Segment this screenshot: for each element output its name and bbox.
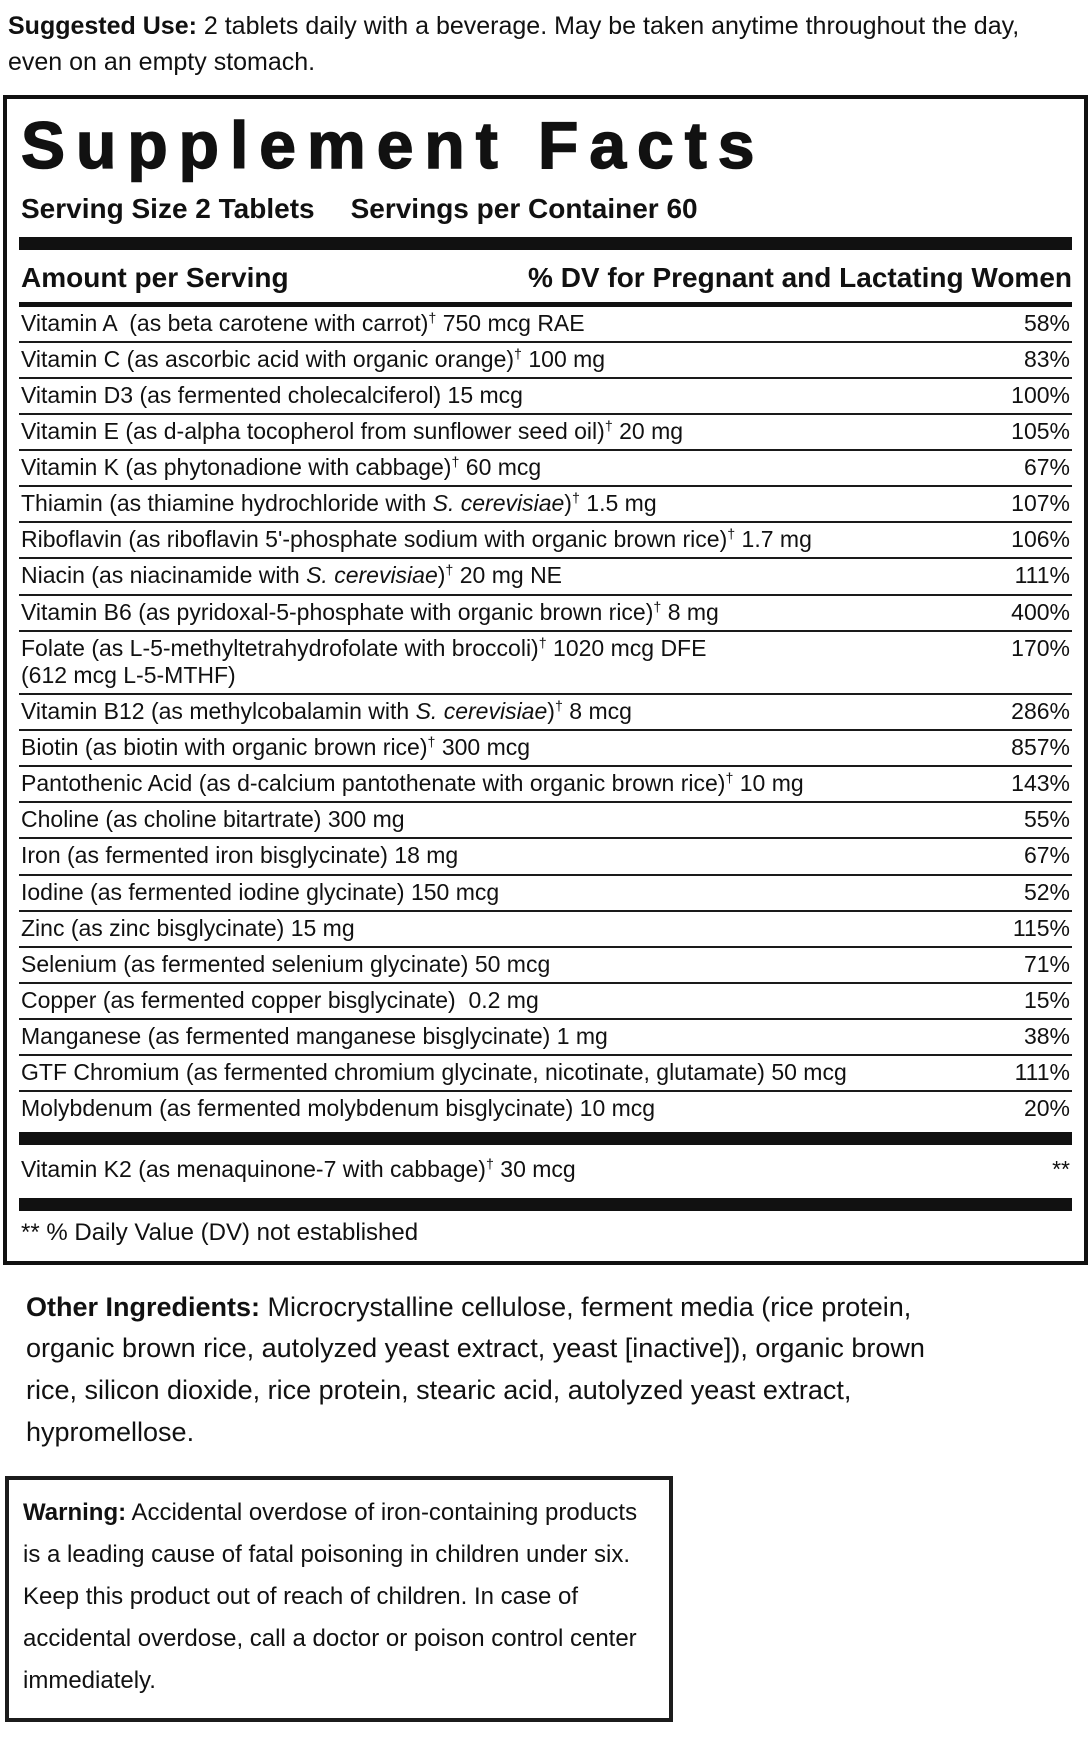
other-ingredients-label: Other Ingredients: [26, 1291, 261, 1322]
nutrient-dv: 111% [1014, 562, 1070, 589]
serving-size: Serving Size 2 Tablets [21, 192, 315, 224]
percent-dv-header: % DV for Pregnant and Lactating Women [528, 261, 1072, 293]
nutrient-dv: 100% [1011, 381, 1070, 408]
nutrient-dv: 67% [1023, 454, 1070, 480]
no-dv-nutrient-rows: Vitamin K2 (as menaquinone-7 with cabbag… [19, 1151, 1072, 1191]
nutrient-row: Vitamin A (as beta carotene with carrot)… [19, 307, 1072, 341]
nutrient-row: Choline (as choline bitartrate) 300 mg 55… [19, 801, 1072, 837]
suggested-use-text: 2 tablets daily with a beverage. May be … [8, 12, 1020, 77]
nutrient-dv: 107% [1011, 490, 1070, 517]
nutrient-name: Vitamin B12 (as methylcobalamin with S. … [21, 697, 632, 724]
nutrient-name: Vitamin K (as phytonadione with cabbage)… [21, 454, 542, 480]
nutrient-row: Biotin (as biotin with organic brown ric… [19, 729, 1072, 765]
nutrient-dv: 20% [1023, 1095, 1070, 1122]
nutrient-row: GTF Chromium (as fermented chromium glyc… [19, 1054, 1072, 1090]
nutrient-row: Vitamin E (as d-alpha tocopherol from su… [19, 412, 1072, 449]
nutrient-name: Riboflavin (as riboflavin 5'-phosphate s… [21, 526, 812, 553]
other-ingredients: Other Ingredients: Microcrystalline cell… [26, 1287, 956, 1454]
nutrient-row: Vitamin B6 (as pyridoxal-5-phosphate wit… [19, 593, 1072, 630]
nutrient-dv: 58% [1023, 309, 1070, 336]
nutrient-name: Vitamin D3 (as fermented cholecalciferol… [21, 381, 523, 408]
nutrient-dv: 170% [1011, 634, 1070, 661]
nutrient-name: Vitamin C (as ascorbic acid with organic… [21, 345, 606, 372]
nutrient-row: Vitamin K2 (as menaquinone-7 with cabbag… [19, 1151, 1072, 1191]
nutrient-row: Pantothenic Acid (as d-calcium pantothen… [19, 765, 1072, 801]
nutrient-dv: 143% [1011, 770, 1070, 797]
nutrient-row: Selenium (as fermented selenium glycinat… [19, 945, 1072, 982]
nutrient-dv: 83% [1023, 345, 1070, 372]
warning-label: Warning: [23, 1498, 127, 1526]
nutrient-name: Niacin (as niacinamide with S. cerevisia… [21, 562, 563, 589]
nutrient-dv: 67% [1023, 842, 1070, 869]
nutrient-row: Folate (as L-5-methyltetrahydrofolate wi… [19, 629, 1072, 693]
warning-box: Warning: Accidental overdose of iron-con… [5, 1475, 673, 1722]
nutrient-name: GTF Chromium (as fermented chromium glyc… [21, 1059, 847, 1086]
nutrient-row: Vitamin B12 (as methylcobalamin with S. … [19, 692, 1072, 729]
nutrient-row: Copper (as fermented copper bisglycinate… [19, 981, 1072, 1018]
nutrient-row: Thiamin (as thiamine hydrochloride with … [19, 485, 1072, 521]
nutrient-name: Vitamin B6 (as pyridoxal-5-phosphate wit… [21, 598, 719, 625]
nutrient-dv: 52% [1023, 878, 1070, 905]
panel-title: Supplement Facts [20, 107, 766, 183]
nutrient-name: Vitamin A (as beta carotene with carrot)… [21, 309, 585, 336]
nutrient-name: Manganese (as fermented manganese bisgly… [21, 1023, 608, 1049]
amount-per-serving-header: Amount per Serving [21, 261, 289, 293]
nutrient-row: Manganese (as fermented manganese bisgly… [19, 1018, 1072, 1054]
nutrient-dv: 15% [1023, 986, 1070, 1013]
nutrient-row: Vitamin C (as ascorbic acid with organic… [19, 340, 1072, 377]
divider-thick-top [19, 236, 1072, 250]
nutrient-row: Vitamin K (as phytonadione with cabbage)… [19, 449, 1072, 485]
nutrient-dv: ** [1052, 1156, 1070, 1183]
nutrient-name: Zinc (as zinc bisglycinate) 15 mg [21, 914, 355, 941]
nutrient-dv: 38% [1023, 1023, 1070, 1049]
nutrient-dv: 400% [1011, 598, 1070, 625]
column-headers: Amount per Serving % DV for Pregnant and… [21, 262, 1072, 294]
nutrient-row: Iodine (as fermented iodine glycinate) 1… [19, 873, 1072, 910]
servings-per-container: Servings per Container 60 [350, 192, 698, 224]
nutrient-dv: 111% [1014, 1059, 1070, 1086]
divider-thick-bottom [19, 1197, 1072, 1211]
nutrient-dv: 106% [1011, 526, 1070, 553]
nutrient-name: Thiamin (as thiamine hydrochloride with … [21, 490, 657, 517]
nutrient-name: Biotin (as biotin with organic brown ric… [21, 734, 531, 760]
nutrient-name: Folate (as L-5-methyltetrahydrofolate wi… [21, 634, 707, 688]
nutrient-name: Vitamin K2 (as menaquinone-7 with cabbag… [21, 1156, 576, 1183]
nutrient-dv: 55% [1023, 806, 1070, 833]
nutrient-name: Vitamin E (as d-alpha tocopherol from su… [21, 417, 684, 444]
suggested-use-label: Suggested Use: [8, 12, 197, 40]
nutrient-dv: 857% [1011, 734, 1070, 760]
nutrient-row: Riboflavin (as riboflavin 5'-phosphate s… [19, 521, 1072, 557]
nutrient-row: Molybdenum (as fermented molybdenum bisg… [19, 1090, 1072, 1126]
nutrient-rows: Vitamin A (as beta carotene with carrot)… [19, 307, 1072, 1127]
nutrient-name: Selenium (as fermented selenium glycinat… [21, 950, 551, 977]
supplement-facts-panel: Supplement Facts Serving Size 2 Tablets … [3, 94, 1088, 1265]
nutrient-name: Pantothenic Acid (as d-calcium pantothen… [21, 770, 804, 797]
other-ingredients-text: Microcrystalline cellulose, ferment medi… [26, 1291, 925, 1448]
nutrient-dv: 115% [1012, 914, 1070, 941]
nutrient-name: Iron (as fermented iron bisglycinate) 18… [21, 842, 459, 869]
nutrient-name: Choline (as choline bitartrate) 300 mg [21, 806, 405, 833]
nutrient-dv: 105% [1011, 417, 1070, 444]
dv-footnote: ** % Daily Value (DV) not established [21, 1218, 419, 1246]
divider-medium [19, 301, 1072, 307]
suggested-use: Suggested Use: 2 tablets daily with a be… [8, 8, 1079, 81]
nutrient-dv: 286% [1011, 697, 1070, 724]
divider-thick-middle [19, 1132, 1072, 1146]
nutrient-row: Zinc (as zinc bisglycinate) 15 mg 115% [19, 909, 1072, 946]
nutrient-row: Iron (as fermented iron bisglycinate) 18… [19, 837, 1072, 873]
serving-info: Serving Size 2 Tablets Servings per Cont… [21, 193, 1072, 225]
nutrient-dv: 71% [1023, 950, 1070, 977]
nutrient-row: Niacin (as niacinamide with S. cerevisia… [19, 557, 1072, 593]
warning-text: Accidental overdose of iron-containing p… [23, 1498, 638, 1694]
nutrient-row: Vitamin D3 (as fermented cholecalciferol… [19, 376, 1072, 413]
nutrient-name: Copper (as fermented copper bisglycinate… [21, 986, 539, 1013]
nutrient-name: Iodine (as fermented iodine glycinate) 1… [21, 878, 500, 905]
nutrient-name: Molybdenum (as fermented molybdenum bisg… [21, 1095, 656, 1122]
